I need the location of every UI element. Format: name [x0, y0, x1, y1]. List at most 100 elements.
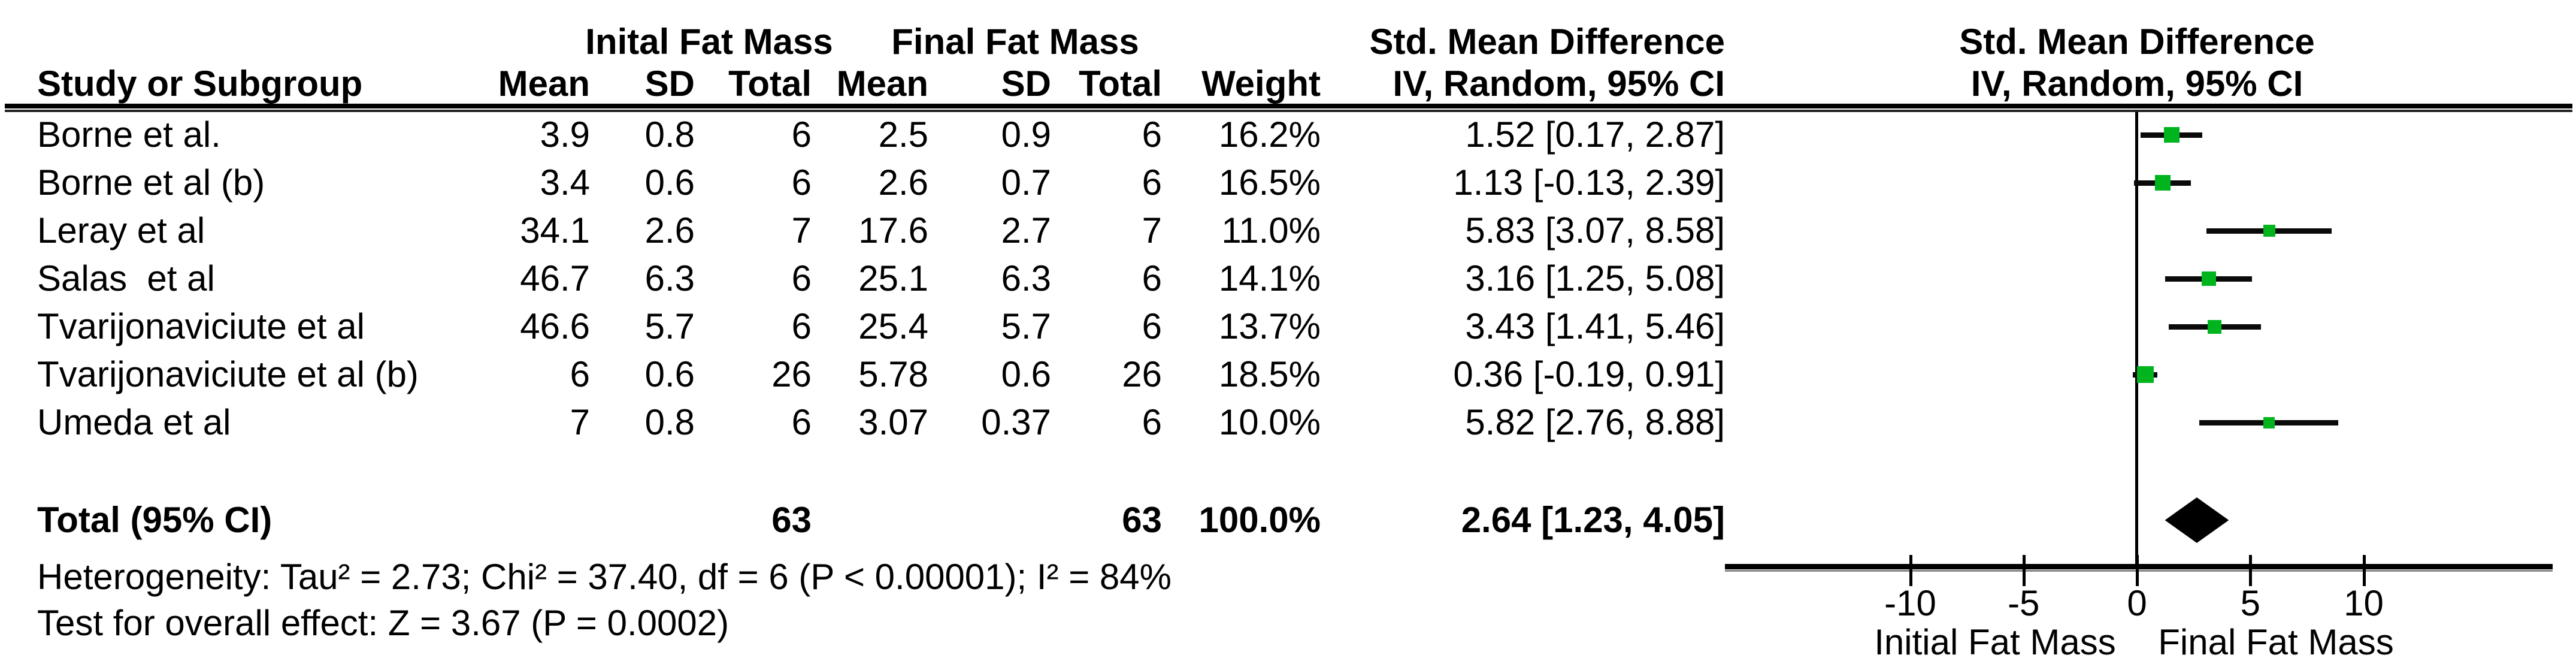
total-row: Total (95% CI) 63 63 100.0% 2.64 [1.23, …	[0, 496, 2576, 544]
cell-final-sd: 0.7	[1001, 162, 1051, 203]
total-initial-n: 63	[771, 500, 812, 540]
axis-tick-label: 5	[2240, 583, 2260, 623]
plot-header-method: IV, Random, 95% CI	[1970, 64, 2303, 104]
cell-weight: 16.2%	[1218, 114, 1321, 155]
cell-final-total: 6	[1142, 162, 1162, 203]
cell-initial-sd: 0.8	[644, 114, 695, 155]
cell-final-mean: 25.1	[858, 258, 928, 298]
cell-initial-total: 26	[771, 354, 812, 394]
axis-tick-label: 10	[2344, 583, 2384, 623]
overall-effect-note: Test for overall effect: Z = 3.67 (P = 0…	[37, 603, 729, 643]
study-label: Borne et al (b)	[37, 162, 265, 203]
cell-initial-total: 6	[791, 162, 812, 203]
cell-ci-text: 3.16 [1.25, 5.08]	[1465, 258, 1725, 298]
cell-weight: 10.0%	[1218, 402, 1321, 442]
cell-initial-sd: 0.6	[644, 162, 695, 203]
cell-final-total: 7	[1142, 210, 1162, 251]
cell-initial-total: 6	[791, 114, 812, 155]
heterogeneity-note: Heterogeneity: Tau² = 2.73; Chi² = 37.40…	[37, 557, 1172, 597]
cell-final-total: 26	[1122, 354, 1162, 394]
effect-square	[2163, 127, 2180, 143]
effect-square	[2201, 271, 2216, 286]
column-header-initial-sd: SD	[644, 64, 695, 104]
column-header-study: Study or Subgroup	[37, 64, 363, 104]
cell-final-sd: 6.3	[1001, 258, 1051, 298]
cell-ci-text: 5.83 [3.07, 8.58]	[1465, 210, 1725, 251]
cell-initial-total: 7	[791, 210, 812, 251]
zero-reference-line	[2135, 112, 2138, 569]
plot-header-effect: Std. Mean Difference	[1959, 22, 2315, 62]
cell-initial-mean: 46.6	[520, 306, 590, 346]
effect-square	[2136, 366, 2154, 383]
cell-final-sd: 5.7	[1001, 306, 1051, 346]
study-label: Salas et al	[37, 258, 215, 298]
cell-weight: 11.0%	[1221, 210, 1321, 251]
cell-final-mean: 17.6	[858, 210, 928, 251]
effect-square	[2263, 417, 2275, 428]
cell-initial-mean: 46.7	[520, 258, 590, 298]
cell-initial-sd: 6.3	[644, 258, 695, 298]
column-header-initial-total: Total	[728, 64, 812, 104]
column-header-final-mean: Mean	[836, 64, 928, 104]
column-header-final-total: Total	[1079, 64, 1162, 104]
cell-final-total: 6	[1142, 258, 1162, 298]
total-final-n: 63	[1122, 500, 1162, 540]
cell-weight: 14.1%	[1218, 258, 1321, 298]
table-row: Borne et al (b) 3.4 0.6 6 2.6 0.7 6 16.5…	[0, 159, 2576, 207]
table-header-row: Study or Subgroup Mean SD Total Mean SD …	[0, 60, 2576, 108]
header-separator-line	[5, 104, 2572, 113]
cell-initial-sd: 0.8	[644, 402, 695, 442]
cell-final-mean: 3.07	[858, 402, 928, 442]
cell-final-sd: 0.37	[981, 402, 1051, 442]
cell-final-total: 6	[1142, 402, 1162, 442]
cell-final-total: 6	[1142, 306, 1162, 346]
column-header-initial-mean: Mean	[498, 64, 590, 104]
total-label: Total (95% CI)	[37, 500, 273, 540]
cell-weight: 18.5%	[1218, 354, 1321, 394]
cell-initial-sd: 0.6	[644, 354, 695, 394]
cell-final-mean: 2.5	[878, 114, 928, 155]
cell-initial-mean: 6	[570, 354, 590, 394]
axis-label-right: Final Fat Mass	[2158, 622, 2394, 662]
study-label: Leray et al	[37, 210, 205, 251]
cell-final-total: 6	[1142, 114, 1162, 155]
cell-weight: 13.7%	[1218, 306, 1321, 346]
cell-final-sd: 0.6	[1001, 354, 1051, 394]
study-label: Tvarijonaviciute et al	[37, 306, 365, 346]
effect-square	[2154, 175, 2171, 191]
column-header-final-sd: SD	[1001, 64, 1051, 104]
cell-final-sd: 0.9	[1001, 114, 1051, 155]
axis-tick-label: -5	[2008, 583, 2040, 623]
cell-ci-text: 0.36 [-0.19, 0.91]	[1453, 354, 1725, 394]
axis-tick	[1909, 555, 1912, 586]
cell-initial-mean: 34.1	[520, 210, 590, 251]
column-header-effect: Std. Mean Difference	[1369, 22, 1725, 62]
axis-tick	[2249, 555, 2253, 586]
x-axis-line	[1725, 564, 2553, 572]
table-row: Leray et al 34.1 2.6 7 17.6 2.7 7 11.0% …	[0, 207, 2576, 255]
cell-initial-mean: 7	[570, 402, 590, 442]
axis-tick	[2362, 555, 2366, 586]
group-header-initial-fat-mass: Inital Fat Mass	[585, 22, 833, 62]
table-row: Umeda et al 7 0.8 6 3.07 0.37 6 10.0% 5.…	[0, 399, 2576, 446]
cell-initial-total: 6	[791, 258, 812, 298]
total-ci-text: 2.64 [1.23, 4.05]	[1461, 500, 1725, 540]
cell-ci-text: 1.52 [0.17, 2.87]	[1465, 114, 1725, 155]
group-header-final-fat-mass: Final Fat Mass	[891, 22, 1139, 62]
table-row: Borne et al. 3.9 0.8 6 2.5 0.9 6 16.2% 1…	[0, 111, 2576, 159]
cell-initial-total: 6	[791, 306, 812, 346]
table-row: Salas et al 46.7 6.3 6 25.1 6.3 6 14.1% …	[0, 255, 2576, 303]
effect-square	[2208, 319, 2222, 334]
study-label: Umeda et al	[37, 402, 231, 442]
cell-initial-sd: 2.6	[644, 210, 695, 251]
axis-tick	[2136, 555, 2139, 586]
column-header-method: IV, Random, 95% CI	[1393, 64, 1725, 104]
axis-tick	[2022, 555, 2026, 586]
cell-weight: 16.5%	[1218, 162, 1321, 203]
cell-initial-sd: 5.7	[644, 306, 695, 346]
axis-tick-label: 0	[2127, 583, 2147, 623]
cell-initial-mean: 3.9	[540, 114, 590, 155]
effect-square	[2263, 225, 2275, 237]
cell-ci-text: 1.13 [-0.13, 2.39]	[1453, 162, 1725, 203]
